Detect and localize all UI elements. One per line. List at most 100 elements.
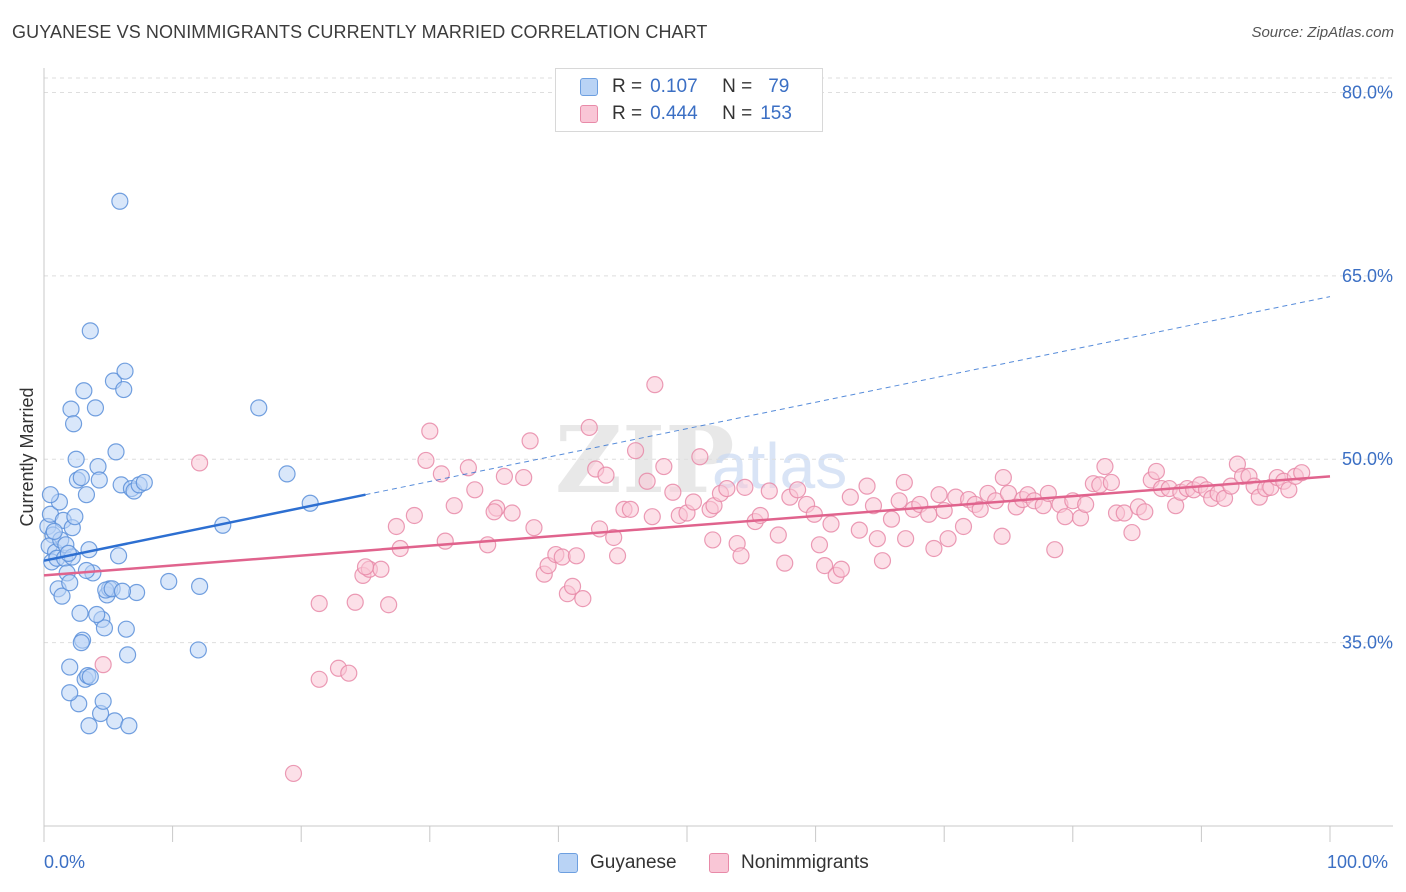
nonimmigrants-point <box>1102 473 1120 492</box>
nonimmigrants-point <box>1046 541 1064 559</box>
nonimmigrants-point <box>580 418 598 437</box>
guyanese-n-value: 79 <box>768 76 790 97</box>
guyanese-point <box>127 583 146 602</box>
axes <box>43 68 1393 827</box>
nonimmigrants-point <box>939 530 957 548</box>
guyanese-point <box>80 717 98 735</box>
guyanese-point <box>278 465 296 483</box>
nonimmigrants-point <box>432 465 450 483</box>
guyanese-point <box>90 471 108 489</box>
nonimmigrants-point <box>816 556 834 575</box>
guyanese-point <box>113 582 132 600</box>
guyanese-point <box>77 486 96 504</box>
y-tick-label: 50.0% <box>1342 449 1393 469</box>
nonimmigrants-point <box>503 504 521 522</box>
guyanese-trend-extension <box>365 296 1331 496</box>
nonimmigrants-point <box>387 517 405 536</box>
guyanese-point <box>66 508 84 526</box>
nonimmigrants-point <box>760 482 778 500</box>
nonimmigrants-point <box>1123 523 1141 542</box>
guyanese-point <box>71 604 89 622</box>
guyanese-point <box>88 605 106 624</box>
legend-row-nonimmigrants: R = 0.444 N = 153 <box>580 100 808 128</box>
guyanese-point <box>81 668 99 686</box>
guyanese-point <box>45 522 63 540</box>
nonimmigrants-point <box>643 508 661 526</box>
nonimmigrants-point <box>436 532 454 550</box>
nonimmigrants-point <box>832 560 850 578</box>
nonimmigrants-point <box>626 442 645 460</box>
guyanese-point <box>64 415 83 433</box>
nonimmigrants-point <box>691 448 709 466</box>
guyanese-point <box>250 399 268 417</box>
nonimmigrants-point <box>340 664 358 682</box>
nonimmigrants-point <box>930 486 948 504</box>
r-label: R = <box>612 103 643 124</box>
nonimmigrants-point <box>563 577 582 595</box>
nonimmigrants-point <box>310 670 328 688</box>
guyanese-swatch <box>580 78 598 96</box>
nonimmigrants-trend-line <box>43 475 1331 577</box>
nonimmigrants-point <box>417 451 435 470</box>
guyanese-point <box>61 684 79 702</box>
nonimmigrants-point <box>1115 504 1133 522</box>
nonimmigrants-point <box>346 593 364 611</box>
nonimmigrants-point <box>810 536 829 554</box>
guyanese-point <box>111 192 129 210</box>
nonimmigrants-point <box>890 492 908 510</box>
nonimmigrants-point <box>895 473 913 492</box>
nonimmigrants-point <box>553 548 571 566</box>
guyanese-point <box>81 322 99 340</box>
nonimmigrants-point <box>515 468 533 487</box>
nonimmigrants-point <box>868 530 886 548</box>
nonimmigrants-legend-swatch <box>709 853 729 873</box>
nonimmigrants-point <box>605 528 623 547</box>
x-tick-label-max: 100.0% <box>1327 852 1389 872</box>
nonimmigrants-point <box>495 467 513 485</box>
nonimmigrants-point <box>788 481 807 499</box>
nonimmigrants-point <box>459 459 477 477</box>
nonimmigrants-point <box>405 506 423 525</box>
guyanese-point <box>120 717 138 735</box>
guyanese-point <box>115 380 133 399</box>
nonimmigrants-point <box>664 483 682 501</box>
nonimmigrants-point <box>356 558 375 576</box>
guyanese-point <box>191 577 209 595</box>
nonimmigrants-point <box>1222 477 1240 495</box>
x-tick-label-min: 0.0% <box>44 852 86 872</box>
y-tick-label: 35.0% <box>1342 633 1393 653</box>
nonimmigrants-n-value: 153 <box>760 103 792 124</box>
guyanese-point <box>72 634 90 652</box>
nonimmigrants-point <box>897 530 915 548</box>
trend-lines <box>43 296 1331 577</box>
nonimmigrants-point <box>638 472 656 490</box>
guyanese-point <box>72 468 90 487</box>
guyanese-point <box>67 450 85 468</box>
nonimmigrants-point <box>646 376 664 394</box>
nonimmigrants-point <box>525 519 543 537</box>
guyanese-point <box>75 382 93 400</box>
nonimmigrants-point <box>776 554 794 572</box>
nonimmigrants-point <box>873 552 892 570</box>
nonimmigrants-point <box>621 500 640 518</box>
source-label: Source: ZipAtlas.com <box>1251 24 1394 41</box>
nonimmigrants-point <box>380 596 398 614</box>
nonimmigrants-point <box>284 764 303 783</box>
guyanese-point <box>86 399 105 417</box>
n-label: N = <box>722 76 753 97</box>
nonimmigrants-point <box>466 481 484 499</box>
chart-title: GUYANESE VS NONIMMIGRANTS CURRENTLY MARR… <box>12 22 708 42</box>
guyanese-point <box>117 620 135 638</box>
nonimmigrants-point <box>736 478 754 496</box>
nonimmigrants-points <box>94 376 1311 783</box>
y-tick-label: 65.0% <box>1342 266 1393 286</box>
nonimmigrants-point <box>597 466 615 484</box>
nonimmigrants-point <box>521 432 539 450</box>
nonimmigrants-point <box>925 539 943 558</box>
guyanese-point <box>94 692 112 710</box>
guyanese-point <box>62 400 80 418</box>
nonimmigrants-point <box>882 510 901 528</box>
nonimmigrants-point <box>372 560 390 578</box>
guyanese-point <box>160 572 178 591</box>
